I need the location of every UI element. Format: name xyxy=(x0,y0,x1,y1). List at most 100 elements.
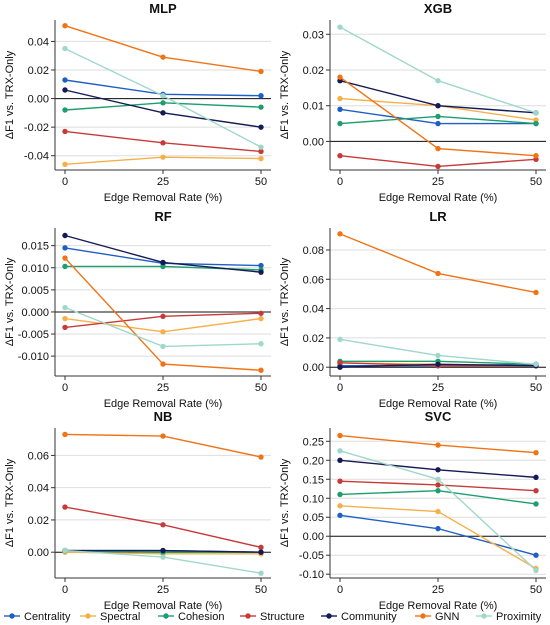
series-gnn xyxy=(62,23,264,75)
data-point xyxy=(533,474,539,481)
x-tick-label: 50 xyxy=(255,176,267,188)
legend-marker xyxy=(481,613,487,619)
data-point xyxy=(258,148,264,155)
data-point xyxy=(62,431,68,438)
data-point xyxy=(258,68,264,75)
data-point xyxy=(62,547,68,554)
series-gnn xyxy=(337,231,539,296)
x-tick-label: 0 xyxy=(337,382,343,394)
legend-item-community: Community xyxy=(321,611,397,623)
data-point xyxy=(435,482,441,488)
data-point xyxy=(435,270,441,277)
x-tick-label: 0 xyxy=(62,382,68,394)
legend-item-proximity: Proximity xyxy=(476,611,542,623)
y-tick-label: 0.25 xyxy=(303,436,324,448)
series-cohesion xyxy=(62,100,264,113)
x-axis-label: Edge Removal Rate (%) xyxy=(104,600,223,612)
data-point xyxy=(160,329,166,335)
panel-rf: RF -0.010 -0.005 0.000 0.005 0.010 0.015 0 25 50 E… xyxy=(4,209,271,410)
data-point xyxy=(435,361,441,367)
y-tick-label: -0.05 xyxy=(299,550,324,562)
data-point xyxy=(160,140,166,146)
data-point xyxy=(337,364,343,370)
y-tick-label: -0.005 xyxy=(18,329,49,341)
series-community xyxy=(337,457,539,481)
data-point xyxy=(258,269,264,275)
data-point xyxy=(337,448,343,454)
legend-label: Structure xyxy=(260,611,305,623)
x-tick-label: 25 xyxy=(157,584,169,596)
y-tick-label: 0.00 xyxy=(28,547,49,559)
data-point xyxy=(435,145,441,152)
x-axis-label: Edge Removal Rate (%) xyxy=(379,398,498,410)
legend-label: GNN xyxy=(435,611,460,623)
x-tick-label: 50 xyxy=(530,584,542,596)
data-point xyxy=(435,103,441,109)
chart-panels: MLP -0.04 -0.02 0.00 0.02 0.04 0 25 50 Edge Remov… xyxy=(4,1,546,612)
data-point xyxy=(337,74,343,80)
data-point xyxy=(160,110,166,116)
series-structure xyxy=(337,153,539,170)
data-point xyxy=(435,120,441,127)
x-tick-label: 0 xyxy=(62,176,68,188)
series-proximity xyxy=(62,547,264,576)
series-structure xyxy=(62,504,264,551)
series-community xyxy=(62,87,264,130)
series-line xyxy=(64,25,262,73)
series-proximity xyxy=(337,448,539,574)
data-point xyxy=(533,552,539,558)
x-tick-label: 50 xyxy=(530,382,542,394)
panel-mlp: MLP -0.04 -0.02 0.00 0.02 0.04 0 25 50 Edge Remov… xyxy=(4,1,271,204)
data-point xyxy=(258,93,264,99)
series-cohesion xyxy=(337,487,539,507)
data-point xyxy=(533,110,539,116)
series-centrality xyxy=(337,512,539,558)
y-tick-label: 0.06 xyxy=(28,450,49,462)
data-point xyxy=(337,478,343,484)
data-point xyxy=(337,432,343,439)
series-gnn xyxy=(337,432,539,456)
series-structure xyxy=(62,310,264,331)
y-axis-label: ΔF1 vs. TRX-Only xyxy=(4,50,16,139)
data-point xyxy=(62,45,68,52)
legend-item-spectral: Spectral xyxy=(80,611,140,623)
x-tick-label: 25 xyxy=(157,176,169,188)
panel-svc: SVC -0.10 -0.05 0.00 0.05 0.10 0.15 0.20 0.25 0 25… xyxy=(279,409,546,612)
data-point xyxy=(337,512,343,519)
x-tick-label: 25 xyxy=(432,176,444,188)
series-proximity xyxy=(337,336,539,367)
data-point xyxy=(435,487,441,494)
data-point xyxy=(533,501,539,507)
y-tick-label: 0.01 xyxy=(303,101,324,113)
series-line xyxy=(339,514,537,556)
y-tick-label: 0.010 xyxy=(21,263,49,275)
data-point xyxy=(62,255,68,261)
panel-title: RF xyxy=(154,209,171,224)
data-point xyxy=(62,77,68,83)
series-proximity xyxy=(337,24,539,116)
y-tick-label: 0.00 xyxy=(303,362,324,374)
series-structure xyxy=(337,478,539,494)
y-tick-label: 0.02 xyxy=(28,515,49,527)
legend-marker xyxy=(9,613,15,619)
data-point xyxy=(160,433,166,439)
data-point xyxy=(62,245,68,251)
data-point xyxy=(533,449,539,456)
data-point xyxy=(258,310,264,316)
data-point xyxy=(258,124,264,130)
legend-marker xyxy=(85,613,91,619)
panel-xgb: XGB 0.00 0.01 0.02 0.03 0 25 50 Edge Removal Rat… xyxy=(279,1,546,204)
data-point xyxy=(62,107,68,113)
x-tick-label: 0 xyxy=(337,176,343,188)
legend-marker xyxy=(245,613,251,619)
data-point xyxy=(435,352,441,359)
data-point xyxy=(258,341,264,347)
y-tick-label: 0.02 xyxy=(28,65,49,77)
data-point xyxy=(160,54,166,60)
data-point xyxy=(337,231,343,237)
data-point xyxy=(337,336,343,343)
data-point xyxy=(533,567,539,574)
series-gnn xyxy=(62,255,264,373)
data-point xyxy=(160,313,166,320)
data-point xyxy=(337,24,343,30)
